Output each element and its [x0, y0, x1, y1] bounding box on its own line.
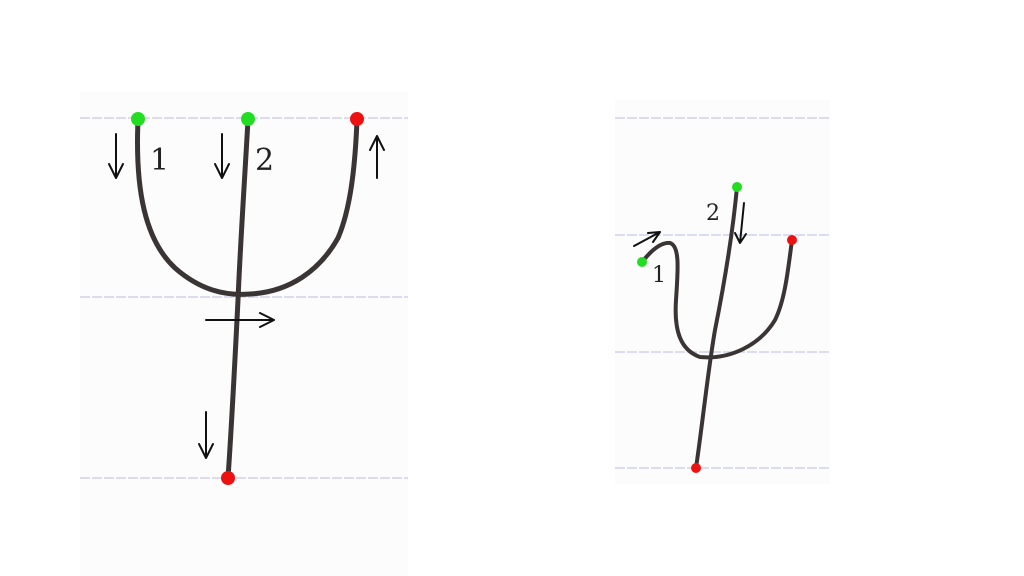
start-dot	[637, 257, 647, 267]
start-dot	[131, 112, 145, 126]
end-dot	[350, 112, 364, 126]
right-curve-stroke	[640, 238, 794, 360]
start-dot	[732, 182, 742, 192]
arrow-up-icon	[369, 135, 385, 179]
end-dot	[221, 471, 235, 485]
stroke-number-label: 1	[652, 263, 666, 288]
arrow-down-icon	[734, 202, 747, 244]
stroke-number-label: 2	[706, 201, 720, 226]
end-dot	[691, 463, 701, 473]
end-dot	[787, 235, 797, 245]
left-curve-stroke	[135, 117, 360, 297]
start-dot	[241, 112, 255, 126]
arrow-down-icon	[198, 411, 214, 459]
arrow-right-icon	[205, 312, 275, 328]
arrow-down-icon	[108, 133, 124, 179]
stroke-number-label: 1	[150, 143, 169, 178]
stroke-number-label: 2	[255, 143, 274, 178]
arrow-down-icon	[214, 133, 230, 179]
arrow-up-right-icon	[633, 231, 661, 247]
right-stem-stroke	[694, 185, 739, 470]
left-stem-stroke	[225, 117, 251, 481]
